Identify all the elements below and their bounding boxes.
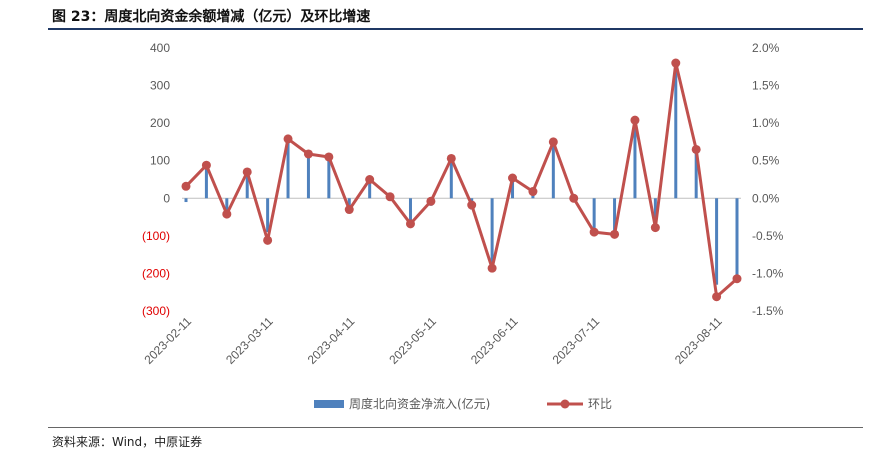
- bar: [245, 175, 249, 199]
- x-tick-label: 2023-07-11: [550, 314, 603, 367]
- line-point: [610, 229, 620, 239]
- line-point: [691, 144, 701, 154]
- bar: [266, 198, 270, 233]
- x-tick-label: 2023-04-11: [305, 314, 358, 367]
- bar: [735, 198, 739, 280]
- line-path: [184, 61, 738, 299]
- right-tick-label: 0.0%: [752, 191, 780, 205]
- line-point: [630, 115, 640, 125]
- bar: [674, 63, 678, 199]
- line-point: [589, 227, 599, 237]
- x-tick-label: 2023-06-11: [468, 314, 521, 367]
- bar: [653, 198, 657, 229]
- line-point: [548, 137, 558, 147]
- bar: [306, 153, 310, 199]
- bar: [490, 198, 494, 270]
- title-rule: [48, 28, 863, 30]
- line-point: [324, 152, 334, 162]
- x-tick-label: 2023-02-11: [141, 314, 194, 367]
- bar: [184, 198, 188, 203]
- line-point: [671, 58, 681, 68]
- bar: [592, 198, 596, 236]
- left-tick-label: (100): [142, 229, 170, 243]
- bar: [694, 149, 698, 199]
- bar: [286, 141, 290, 199]
- bar: [551, 141, 555, 199]
- line-point: [732, 274, 742, 284]
- left-tick-label: 100: [150, 154, 170, 168]
- right-tick-label: 1.0%: [752, 116, 780, 130]
- legend-line-label: 环比: [588, 397, 612, 411]
- line-point: [283, 134, 293, 144]
- right-axis-ticks: 2.0% 1.5% 1.0% 0.5% 0.0% -0.5% -1.0% -1.5%: [752, 41, 784, 318]
- line-point: [426, 196, 436, 206]
- bar: [204, 165, 208, 199]
- left-tick-label: 400: [150, 41, 170, 55]
- legend: 周度北向资金净流入(亿元) 环比: [314, 396, 612, 411]
- line-point: [467, 200, 477, 210]
- line-series: [181, 58, 742, 302]
- bar: [511, 175, 515, 199]
- line-point: [405, 219, 415, 229]
- bar: [633, 123, 637, 199]
- bar: [368, 175, 372, 199]
- bar: [347, 198, 351, 206]
- left-tick-label: 300: [150, 79, 170, 93]
- x-tick-label: 2023-08-11: [672, 314, 725, 367]
- line-point: [303, 149, 313, 159]
- source-rule: [48, 427, 863, 428]
- line-point: [242, 167, 252, 177]
- x-tick-label: 2023-03-11: [223, 314, 276, 367]
- right-tick-label: -0.5%: [752, 229, 784, 243]
- line-point: [181, 181, 191, 191]
- figure-title: 图 23：周度北向资金余额增减（亿元）及环比增速: [52, 9, 371, 25]
- left-axis-ticks: 400 300 200 100 0 (100) (200) (300): [142, 41, 170, 318]
- bar: [327, 156, 331, 199]
- source-note: 资料来源：Wind，中原证券: [52, 435, 203, 449]
- bar: [408, 198, 412, 225]
- line-point: [365, 175, 375, 184]
- left-tick-label: 200: [150, 116, 170, 130]
- bar: [449, 158, 453, 199]
- bar: [715, 198, 719, 285]
- right-tick-label: -1.5%: [752, 304, 784, 318]
- line-point: [201, 160, 211, 170]
- line-point: [650, 223, 660, 233]
- right-tick-label: -1.0%: [752, 266, 784, 280]
- left-tick-label: (200): [142, 266, 170, 280]
- left-tick-label: (300): [142, 304, 170, 318]
- legend-bar-label: 周度北向资金净流入(亿元): [349, 396, 490, 411]
- left-tick-label: 0: [163, 191, 170, 205]
- x-tick-label: 2023-05-11: [386, 314, 439, 367]
- legend-line-marker: [560, 399, 570, 409]
- line-point: [263, 235, 273, 245]
- line-point: [712, 292, 722, 302]
- bar: [613, 198, 617, 236]
- right-tick-label: 2.0%: [752, 41, 780, 55]
- x-axis-ticks: 2023-02-11 2023-03-11 2023-04-11 2023-05-11…: [141, 314, 724, 367]
- bar-series: [184, 63, 739, 285]
- bar: [225, 198, 229, 214]
- right-tick-label: 1.5%: [752, 79, 780, 93]
- line-point: [446, 153, 456, 163]
- line-point: [569, 193, 579, 203]
- line-point: [528, 187, 538, 197]
- line-point: [344, 205, 354, 215]
- line-point: [487, 263, 497, 273]
- legend-bar-swatch: [314, 400, 344, 408]
- line-point: [508, 173, 518, 183]
- line-point: [385, 192, 395, 202]
- line-point: [222, 209, 232, 219]
- right-tick-label: 0.5%: [752, 154, 780, 168]
